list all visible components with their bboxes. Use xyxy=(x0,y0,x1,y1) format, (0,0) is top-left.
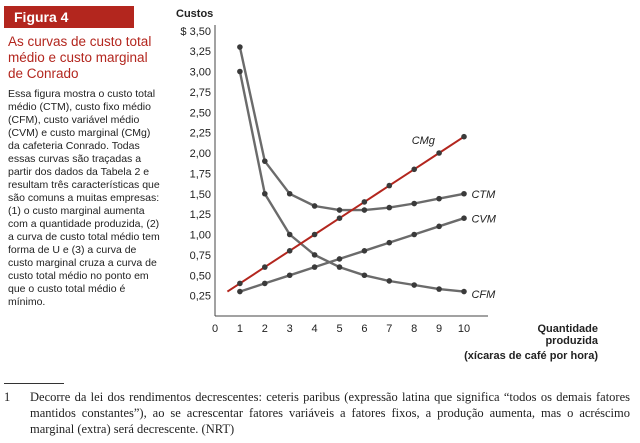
point-cvm-3 xyxy=(286,272,293,279)
footnote: 1 Decorre da lei dos rendimentos decresce… xyxy=(4,389,636,437)
point-cfm-9 xyxy=(436,286,442,292)
x-tick-label-2: 2 xyxy=(262,323,268,335)
point-cvm-2 xyxy=(262,280,268,287)
point-cmg-2 xyxy=(262,264,268,270)
figure-description-text: Essa figura mostra o custo total médio (… xyxy=(8,88,160,308)
point-cvm-5 xyxy=(336,256,343,262)
series-line-ctm xyxy=(238,46,465,212)
point-ctm-9 xyxy=(436,195,442,202)
x-tick-label-8: 8 xyxy=(411,323,417,335)
y-tick-label-4: 2,50 xyxy=(190,107,211,119)
x-tick-label-5: 5 xyxy=(336,323,342,335)
x-tick-label-0: 0 xyxy=(212,323,218,335)
point-ctm-10 xyxy=(461,190,467,197)
point-cmg-9 xyxy=(436,150,442,156)
point-cmg-7 xyxy=(386,182,393,189)
x-tick-label-6: 6 xyxy=(361,323,367,335)
point-cvm-10 xyxy=(461,215,467,221)
point-cfm-5 xyxy=(336,264,343,270)
point-cfm-10 xyxy=(461,288,467,295)
point-cvm-6 xyxy=(361,248,368,254)
point-cfm-6 xyxy=(361,272,368,279)
point-cmg-10 xyxy=(461,133,467,140)
point-ctm-5 xyxy=(336,207,343,213)
figure-badge: Figura 4 xyxy=(4,6,134,28)
series-label-cmg: CMg xyxy=(412,135,436,147)
x-tick-label-3: 3 xyxy=(287,323,293,335)
point-ctm-2 xyxy=(262,158,268,164)
cost-curves-chart: Custos 0 1 2 3 4 5 6 7 8 9 10 $ 3,50 3,25 3,00 2,75 2,5… xyxy=(176,8,599,362)
point-cfm-7 xyxy=(386,278,393,284)
y-tick-label-12: 0,50 xyxy=(190,270,211,282)
y-tick-label-1: 3,25 xyxy=(190,46,211,58)
x-axis-title-line2: produzida xyxy=(545,335,598,347)
y-tick-label-10: 1,00 xyxy=(190,230,211,242)
point-cvm-8 xyxy=(411,231,418,238)
point-cfm-2 xyxy=(262,190,268,197)
point-cmg-4 xyxy=(311,231,318,238)
y-tick-label-11: 0,75 xyxy=(190,250,211,262)
y-tick-label-7: 1,75 xyxy=(190,168,211,180)
x-tick-label-4: 4 xyxy=(312,323,318,335)
x-axis-title-line3: (xícaras de café por hora) xyxy=(464,350,598,362)
x-tick-label-9: 9 xyxy=(436,323,442,335)
footnote-number: 1 xyxy=(4,390,11,404)
point-ctm-8 xyxy=(411,200,418,207)
point-cmg-1 xyxy=(237,280,243,287)
series-label-cvm: CVM xyxy=(471,213,496,225)
figure-description: Essa figura mostra o custo total médio (… xyxy=(8,88,160,309)
point-ctm-3 xyxy=(286,190,293,197)
point-cfm-3 xyxy=(286,231,293,238)
series-label-ctm: CTM xyxy=(471,189,496,201)
footnote-text: Decorre da lei dos rendimentos decrescen… xyxy=(30,390,630,436)
point-cmg-5 xyxy=(336,215,343,221)
y-tick-label-2: 3,00 xyxy=(190,67,211,79)
point-cvm-9 xyxy=(436,223,442,230)
series-line-cfm xyxy=(238,71,465,293)
footnote-rule xyxy=(4,383,64,384)
series-line-cvm xyxy=(239,217,465,293)
point-cmg-8 xyxy=(411,166,418,173)
point-cmg-3 xyxy=(286,248,293,254)
y-tick-label-0: $ 3,50 xyxy=(180,26,211,38)
y-tick-label-13: 0,25 xyxy=(190,291,211,303)
x-tick-label-7: 7 xyxy=(386,323,392,335)
y-tick-label-3: 2,75 xyxy=(190,87,211,99)
point-cfm-1 xyxy=(237,68,243,75)
point-cfm-4 xyxy=(311,252,318,258)
point-ctm-4 xyxy=(311,203,318,209)
point-ctm-7 xyxy=(386,204,393,211)
point-ctm-1 xyxy=(237,44,243,50)
point-cvm-4 xyxy=(311,264,318,270)
y-tick-label-8: 1,50 xyxy=(190,189,211,201)
point-cmg-6 xyxy=(361,199,368,205)
point-cvm-1 xyxy=(237,288,243,295)
y-tick-label-6: 2,00 xyxy=(190,148,211,160)
series-label-cfm: CFM xyxy=(471,289,496,301)
x-tick-label-1: 1 xyxy=(237,323,243,335)
y-tick-label-9: 1,25 xyxy=(190,209,211,221)
point-cfm-8 xyxy=(411,282,418,288)
figure-title: As curvas de custo total médio e custo m… xyxy=(8,34,152,81)
point-cvm-7 xyxy=(386,239,393,246)
point-ctm-6 xyxy=(361,207,368,213)
x-tick-label-10: 10 xyxy=(458,323,470,335)
y-tick-label-5: 2,25 xyxy=(190,128,211,140)
y-axis-title: Custos xyxy=(176,8,213,20)
x-axis-title-line1: Quantidade xyxy=(537,323,598,335)
